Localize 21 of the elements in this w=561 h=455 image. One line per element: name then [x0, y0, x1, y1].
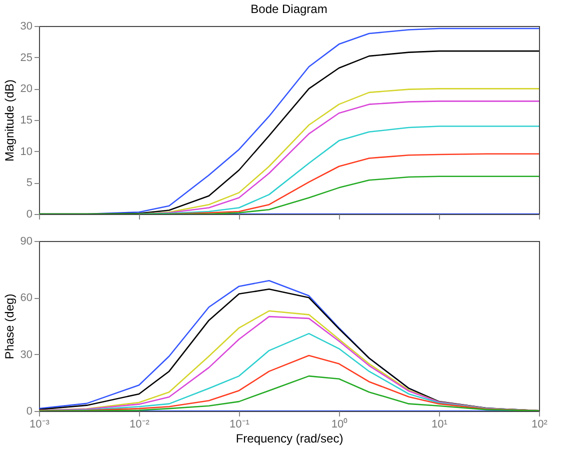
x-tick-label: 10⁻³ [30, 418, 50, 430]
y-tick-label: 10 [20, 146, 32, 158]
y-axis-title: Magnitude (dB) [2, 79, 16, 162]
x-axis-title: Frequency (rad/sec) [236, 432, 344, 446]
x-tick-label: 10² [532, 418, 548, 430]
x-tick-label: 10⁻² [130, 418, 150, 430]
chart-title: Bode Diagram [250, 2, 328, 16]
x-tick-label: 10⁰ [331, 418, 348, 430]
y-tick-label: 15 [20, 114, 32, 126]
x-tick-label: 10⁻¹ [230, 418, 250, 430]
y-tick-label: 30 [20, 20, 32, 32]
y-tick-label: 30 [20, 348, 32, 361]
y-tick-label: 25 [20, 52, 32, 64]
y-tick-label: 60 [20, 292, 32, 304]
y-tick-label: 90 [20, 236, 32, 248]
y-tick-label: 20 [20, 83, 32, 96]
y-tick-label: 0 [26, 406, 32, 418]
y-tick-label: 0 [26, 208, 32, 220]
y-tick-label: 5 [26, 177, 32, 190]
x-tick-label: 10¹ [432, 418, 448, 430]
y-axis-title: Phase (deg) [2, 294, 16, 360]
